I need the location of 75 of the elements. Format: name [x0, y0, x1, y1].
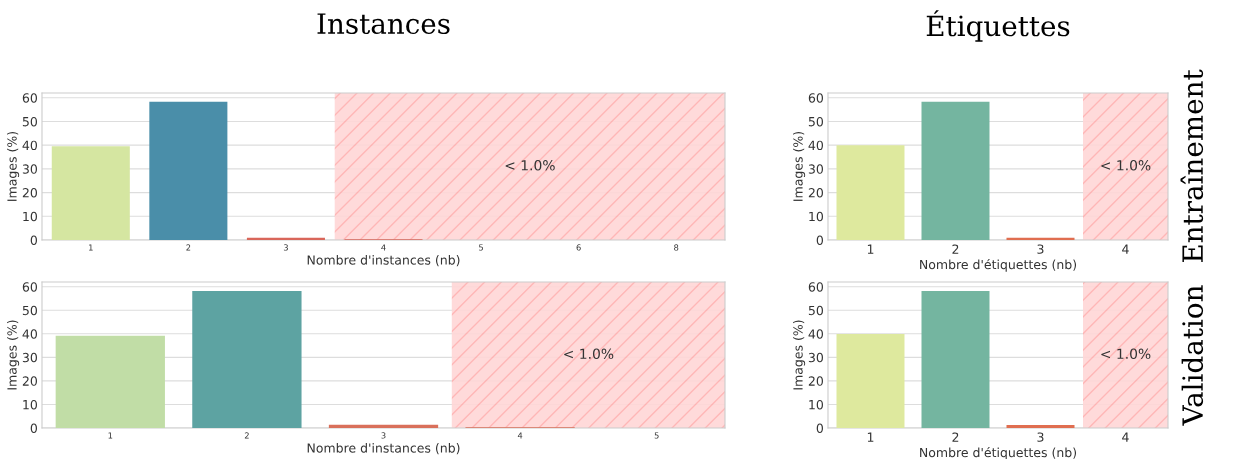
- chart-title: Instances: [317, 13, 450, 35]
- bar: [149, 101, 228, 240]
- y-tick-label: 10: [23, 399, 37, 410]
- x-axis-title: Nombre d'étiquettes (nb): [920, 447, 1077, 459]
- y-tick-label: 60: [22, 93, 37, 103]
- y-tick-label: 60: [808, 93, 823, 103]
- y2-axis-title: Entraînement: [1180, 69, 1204, 263]
- bar: [1006, 237, 1075, 240]
- y-tick-label: 40: [22, 329, 37, 339]
- y-tick-label: 50: [808, 116, 823, 127]
- y-axis-title: Images (%): [7, 131, 20, 201]
- y-tick-label: 40: [808, 329, 823, 339]
- y-tick-label: 10: [809, 211, 823, 222]
- y2-axis-title: Validation: [1181, 285, 1204, 426]
- y-tick-label: 30: [808, 352, 823, 363]
- bar: [836, 334, 905, 428]
- y-tick-label: 40: [22, 140, 37, 151]
- x-tick-label: 2: [244, 432, 249, 439]
- x-tick-label: 3: [1037, 244, 1044, 254]
- y-axis-title: Images (%): [7, 320, 20, 390]
- x-tick-label: 3: [283, 244, 288, 251]
- y-tick-label: 0: [816, 235, 823, 245]
- bar: [328, 424, 439, 428]
- x-axis-title: Nombre d'instances (nb): [307, 443, 460, 455]
- y-tick-label: 30: [22, 352, 37, 363]
- y-axis-title: Images (%): [793, 320, 806, 390]
- x-axis-title: Nombre d'étiquettes (nb): [920, 259, 1077, 272]
- y-tick-label: 10: [809, 399, 823, 410]
- bar: [836, 145, 905, 240]
- band-label: < 1.0%: [1101, 160, 1151, 171]
- x-tick-label: 6: [576, 244, 581, 251]
- x-tick-label: 4: [381, 244, 386, 251]
- x-tick-label: 8: [674, 244, 679, 251]
- y-tick-label: 60: [22, 282, 37, 292]
- bar: [921, 101, 990, 240]
- band-label: < 1.0%: [505, 160, 555, 171]
- y-tick-label: 50: [22, 305, 37, 316]
- chart-title: Étiquettes: [926, 10, 1070, 42]
- y-tick-label: 0: [30, 423, 37, 433]
- x-tick-label: 3: [1037, 432, 1044, 442]
- bar: [51, 146, 130, 240]
- x-tick-label: 1: [867, 244, 874, 254]
- x-axis-title: Nombre d'instances (nb): [307, 255, 460, 267]
- band-label: < 1.0%: [1101, 348, 1151, 360]
- y-tick-label: 60: [808, 282, 823, 292]
- y-tick-label: 20: [22, 376, 37, 386]
- x-tick-label: 4: [1122, 244, 1129, 254]
- x-tick-label: 1: [89, 244, 93, 251]
- bar: [1006, 424, 1075, 428]
- x-tick-label: 3: [381, 432, 386, 439]
- y-tick-label: 20: [808, 188, 823, 198]
- bar: [55, 335, 165, 428]
- y-tick-label: 0: [816, 423, 823, 433]
- y-axis-title: Images (%): [793, 131, 806, 201]
- x-tick-label: 5: [479, 244, 483, 251]
- x-tick-label: 2: [952, 244, 959, 254]
- y-tick-label: 20: [22, 188, 37, 198]
- y-tick-label: 10: [23, 211, 37, 222]
- band-label: < 1.0%: [564, 348, 614, 360]
- y-tick-label: 50: [22, 116, 37, 127]
- bar: [192, 290, 302, 428]
- x-tick-label: 4: [517, 432, 523, 439]
- x-tick-label: 5: [654, 432, 659, 439]
- bar: [921, 290, 990, 428]
- y-tick-label: 0: [30, 235, 37, 245]
- x-tick-label: 2: [186, 244, 191, 251]
- x-tick-label: 1: [867, 432, 874, 442]
- x-tick-label: 4: [1122, 432, 1129, 442]
- x-tick-label: 2: [952, 432, 959, 442]
- y-tick-label: 30: [22, 164, 37, 174]
- y-tick-label: 30: [808, 164, 823, 174]
- y-tick-label: 40: [808, 140, 823, 151]
- y-tick-label: 50: [808, 305, 823, 316]
- x-tick-label: 1: [108, 432, 113, 439]
- y-tick-label: 20: [808, 376, 823, 386]
